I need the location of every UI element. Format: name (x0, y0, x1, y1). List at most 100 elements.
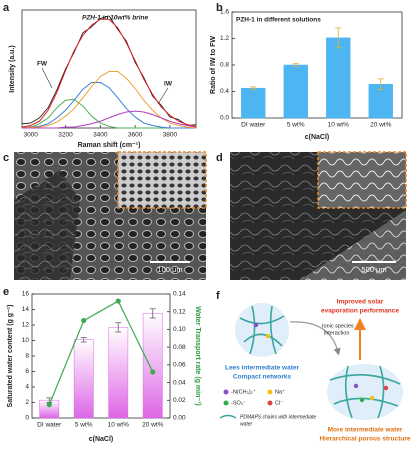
sem-panel-c: 100 μm c (3, 151, 207, 280)
y-axis-label: Ratio of IW to FW (210, 36, 217, 94)
panel-label: c (3, 152, 9, 164)
error-bar (250, 86, 257, 90)
x-tick-label: 3600 (128, 132, 143, 139)
x-tick-label: 5 wt% (75, 422, 93, 429)
line-marker (81, 317, 87, 324)
error-bar (115, 322, 122, 333)
polymer-chains (239, 305, 285, 355)
caption: Compact networks (233, 374, 292, 381)
y-axis-label: Saturated water content (g g⁻¹) (7, 305, 14, 408)
ion (383, 385, 389, 391)
y-tick-label: 8 (25, 353, 29, 360)
bar (142, 313, 163, 419)
y-tick-label: 0.08 (173, 344, 186, 351)
x-tick-label: 3000 (23, 132, 38, 139)
legend-swatch (267, 389, 273, 395)
y-tick-label: 0.8 (220, 62, 229, 69)
scale-bar-label: 500 μm (361, 265, 386, 274)
annotation-pointer (157, 87, 169, 105)
y-tick-label: 0.4 (220, 88, 229, 95)
y-tick-label: 14 (22, 306, 30, 313)
legend-label: -SO₃⁻ (231, 400, 246, 406)
y-tick-label: 0.10 (173, 326, 186, 333)
y-tick-label: 0.0 (220, 115, 229, 122)
x-tick-label: 5 wt% (287, 122, 305, 129)
error-bar (149, 308, 156, 319)
ion (253, 322, 259, 328)
panel-label: b (216, 2, 223, 14)
legend-swatch (267, 400, 273, 406)
ion (353, 383, 359, 389)
bar (283, 64, 308, 119)
x-tick-label: 3400 (93, 132, 108, 139)
x-axis-label: Raman shift (cm⁻¹) (78, 142, 141, 149)
y-tick-label: 0.14 (173, 291, 186, 298)
annotation: FW (37, 61, 48, 68)
y-tick-label: 0 (25, 415, 29, 422)
y-tick-label: 6 (25, 368, 29, 375)
sem-inset (117, 151, 207, 209)
series-line (21, 71, 197, 129)
series-line (21, 15, 197, 126)
bar (108, 327, 129, 419)
line-marker (46, 402, 52, 408)
x-axis-label: c(NaCl) (89, 436, 114, 443)
sem-inset (317, 151, 407, 209)
error-bar (335, 27, 342, 49)
y-tick-label: 2 (25, 399, 29, 406)
arrow-label: Ionic species (322, 323, 354, 329)
x-tick-label: 3200 (58, 132, 73, 139)
arrow (289, 321, 341, 356)
annotation: IW (164, 81, 173, 88)
error-bar (377, 78, 384, 90)
bar (326, 37, 351, 119)
x-tick-label: 3800 (163, 132, 178, 139)
legend-swatch (219, 414, 237, 419)
x-tick-label: 20 wt% (142, 422, 164, 429)
x-tick-label: 10 wt% (328, 122, 350, 129)
plot-frame (21, 9, 197, 129)
legend-label: PDMAPS chains with intermediate (240, 414, 316, 420)
scale-bar-label: 100 μm (157, 265, 182, 274)
sem-texture (14, 170, 80, 280)
y2-axis-label: Water Transport rate (g min⁻¹) (194, 306, 201, 406)
series-line (21, 81, 196, 129)
line-marker (115, 298, 121, 304)
y-tick-label: 16 (22, 291, 30, 298)
y-tick-label: 4 (25, 384, 29, 391)
result-label: Improved solar (337, 299, 384, 306)
y-tick-label: 0.04 (173, 379, 186, 386)
series-line (48, 300, 154, 405)
legend-label: Na⁺ (275, 388, 285, 395)
y-tick-label: 10 (22, 337, 30, 344)
x-tick-label: DI water (37, 422, 62, 429)
network-porous (327, 364, 403, 420)
x-axis-label: c(NaCl) (305, 134, 330, 141)
arrow-label: interaction (324, 330, 349, 336)
y-axis-label: Intensity (a.u.) (9, 45, 16, 92)
y-tick-label: 12 (22, 322, 30, 329)
panel-label: e (3, 286, 9, 298)
bar (241, 87, 266, 119)
caption: Lees intermediate water (225, 365, 300, 372)
legend-swatch (223, 400, 229, 406)
ion (369, 395, 375, 401)
network-compact (235, 303, 289, 357)
sem-panel-d: 500 μm d (216, 151, 407, 280)
panel-label: f (216, 290, 220, 302)
panel-label: a (3, 2, 10, 14)
y-tick-label: 0.00 (173, 415, 186, 422)
schematic-panel-f: f Ionic species interaction Improved sol… (216, 290, 411, 443)
y-tick-label: 1.6 (220, 9, 229, 16)
bar (73, 339, 94, 419)
caption: Hierarchical porous structure (319, 436, 410, 443)
legend-label: Cl⁻ (275, 400, 283, 406)
y-tick-label: 1.2 (220, 35, 229, 42)
line-marker (150, 369, 156, 375)
error-bar (80, 336, 87, 343)
x-tick-label: DI water (241, 122, 266, 129)
panel-label: d (216, 152, 223, 164)
series-line (22, 110, 197, 129)
